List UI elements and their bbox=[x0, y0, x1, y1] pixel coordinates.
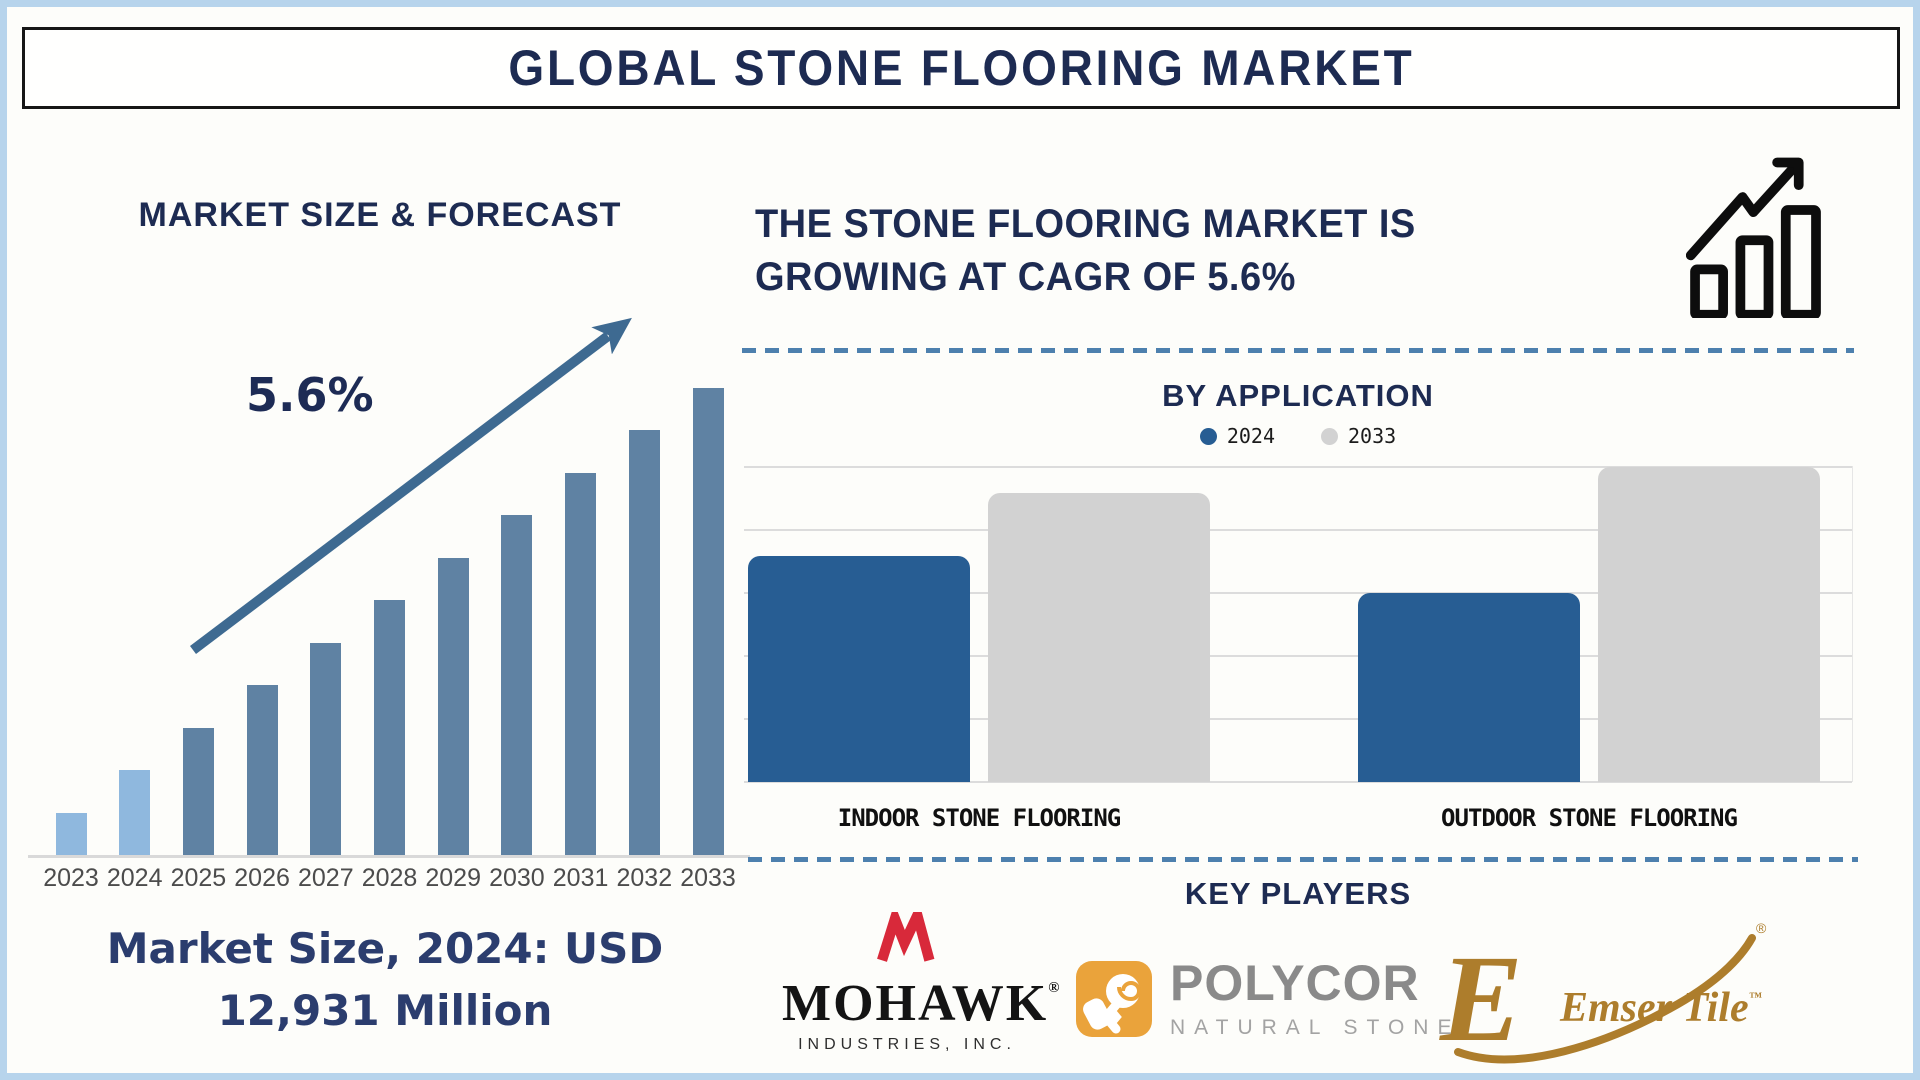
application-chart-legend: 2024 2033 bbox=[744, 424, 1852, 448]
emser-reg-mark: ® bbox=[1756, 920, 1767, 936]
forecast-bar-2025 bbox=[182, 728, 214, 855]
category-label-outdoor: OUTDOOR STONE FLOORING bbox=[1441, 804, 1738, 832]
legend-dot-0 bbox=[1199, 427, 1217, 445]
by-application-heading: BY APPLICATION bbox=[1162, 378, 1434, 413]
emser-e-monogram: E bbox=[1439, 930, 1523, 1067]
market-size-caption: Market Size, 2024: USD 12,931 Million bbox=[30, 918, 740, 1042]
polycor-fossil-icon bbox=[1076, 961, 1152, 1037]
emser-wordmark: Emser Tile™ bbox=[1560, 984, 1762, 1032]
mohawk-zigzag-icon bbox=[877, 912, 935, 962]
forecast-year-label-2030: 2030 bbox=[489, 864, 545, 892]
mohawk-wordmark: MOHAWK® bbox=[782, 962, 1059, 1030]
application-bar-2024-indoor bbox=[748, 556, 970, 782]
mohawk-subtitle: INDUSTRIES, INC. bbox=[798, 1036, 1016, 1053]
forecast-bar-2026 bbox=[246, 685, 278, 855]
key-players-heading: KEY PLAYERS bbox=[1184, 876, 1412, 911]
market-size-forecast-heading: MARKET SIZE & FORECAST bbox=[138, 196, 622, 234]
emser-name-text: Emser Tile bbox=[1560, 985, 1749, 1031]
forecast-bar-2030 bbox=[501, 515, 533, 855]
forecast-bar-2031 bbox=[565, 473, 597, 855]
application-chart-gridline bbox=[744, 718, 1852, 720]
mohawk-reg-mark: ® bbox=[1048, 980, 1062, 996]
polycor-subtitle: NATURAL STONE bbox=[1170, 1016, 1461, 1039]
market-size-caption-line1: Market Size, 2024: USD bbox=[106, 924, 664, 973]
forecast-year-label-2031: 2031 bbox=[552, 864, 609, 892]
category-label-indoor: INDOOR STONE FLOORING bbox=[837, 804, 1121, 832]
forecast-bar-2032 bbox=[628, 430, 660, 855]
cagr-headline-line1: THE STONE FLOORING MARKET IS bbox=[755, 202, 1416, 246]
mohawk-logo: MOHAWK® INDUSTRIES, INC. bbox=[782, 912, 1059, 1054]
market-size-caption-line2: 12,931 Million bbox=[217, 986, 553, 1035]
forecast-bar-2027 bbox=[310, 643, 342, 855]
cagr-headline: THE STONE FLOORING MARKET IS GROWING AT … bbox=[755, 198, 1496, 304]
forecast-year-label-2024: 2024 bbox=[106, 864, 163, 892]
dashed-divider-bottom bbox=[748, 857, 1858, 862]
forecast-year-label-2027: 2027 bbox=[297, 864, 354, 892]
application-bar-2024-outdoor bbox=[1358, 593, 1580, 782]
forecast-bar-2033 bbox=[692, 388, 724, 855]
emser-trademark: ™ bbox=[1748, 989, 1762, 1004]
page-title: GLOBAL STONE FLOORING MARKET bbox=[507, 40, 1415, 96]
application-chart-gridline bbox=[744, 592, 1852, 594]
polycor-name-text: POLYCOR bbox=[1170, 955, 1420, 1011]
polycor-wordmark: POLYCOR NATURAL STONE bbox=[1170, 958, 1460, 1040]
application-bar-2033-outdoor bbox=[1598, 467, 1820, 782]
forecast-year-label-2026: 2026 bbox=[234, 864, 290, 892]
forecast-bar-2023 bbox=[55, 813, 87, 855]
forecast-bar-2029 bbox=[437, 558, 469, 855]
application-chart-gridline bbox=[744, 655, 1852, 657]
legend-label-2024: 2024 bbox=[1226, 424, 1275, 448]
forecast-chart-years: 2023 2024 2025 2026 2027 2028 2029 2030 2031 2032… bbox=[40, 864, 750, 894]
forecast-year-label-2025: 2025 bbox=[170, 864, 227, 892]
application-chart-gridline bbox=[744, 781, 1852, 783]
forecast-bar-2028 bbox=[374, 600, 405, 855]
polycor-logo: POLYCOR NATURAL STONE bbox=[1076, 958, 1460, 1040]
forecast-chart-bars bbox=[40, 370, 750, 855]
growth-chart-icon bbox=[1686, 157, 1821, 318]
legend-item-2024: 2024 bbox=[1199, 424, 1275, 448]
application-chart-gridline bbox=[744, 529, 1852, 531]
forecast-year-label-2023: 2023 bbox=[43, 864, 99, 892]
forecast-year-label-2033: 2033 bbox=[680, 864, 736, 892]
forecast-year-label-2028: 2028 bbox=[361, 864, 418, 892]
forecast-bar-2024 bbox=[119, 770, 151, 855]
title-bar: GLOBAL STONE FLOORING MARKET bbox=[22, 27, 1900, 109]
application-chart-gridline bbox=[744, 466, 1852, 468]
application-bar-2033-indoor bbox=[988, 493, 1210, 782]
mohawk-name-text: MOHAWK bbox=[782, 975, 1049, 1032]
legend-dot-1 bbox=[1321, 427, 1338, 445]
application-chart-plot bbox=[744, 466, 1853, 783]
forecast-year-label-2029: 2029 bbox=[425, 864, 481, 892]
legend-item-2033: 2033 bbox=[1321, 424, 1396, 448]
emser-logo: E ® Emser Tile™ bbox=[1438, 912, 1818, 1072]
legend-label-2033: 2033 bbox=[1348, 424, 1397, 448]
forecast-chart-axis bbox=[28, 855, 750, 858]
dashed-divider-top bbox=[742, 348, 1854, 353]
forecast-year-label-2032: 2032 bbox=[616, 864, 673, 892]
emser-swoosh-icon: E bbox=[1439, 930, 1756, 1067]
cagr-headline-line2: GROWING AT CAGR OF 5.6% bbox=[755, 255, 1296, 299]
